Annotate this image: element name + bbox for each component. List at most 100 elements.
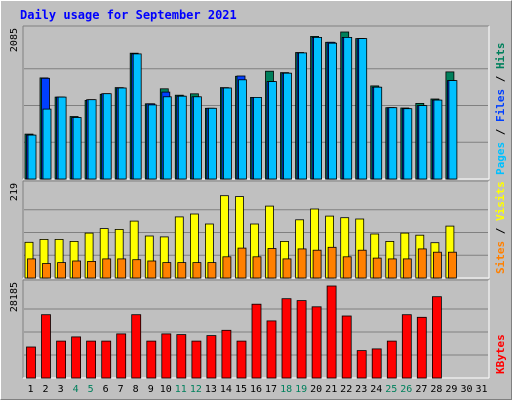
legend-entry: / [494,69,507,89]
bar-pages-day-12 [192,96,202,180]
x-tick-label-day-4: 4 [73,384,79,395]
bar-sites-day-26 [402,258,412,279]
bar-sites-day-18 [282,258,292,279]
bar-pages-day-7 [117,87,127,180]
bar-sites-day-5 [87,260,96,279]
bar-pages-day-23 [358,38,368,180]
x-tick-label-day-18: 18 [280,384,292,395]
bar-kbytes-day-10 [161,333,172,379]
bar-kbytes-day-18 [281,298,292,379]
bar-sites-day-6 [102,258,112,279]
bar-kbytes-day-15 [236,340,247,379]
bar-kbytes-day-6 [101,340,112,379]
legend-entry: KBytes [494,334,507,374]
bar-sites-day-15 [237,247,247,279]
bar-pages-day-14 [222,87,232,180]
legend-entry: Hits [494,43,507,70]
bar-kbytes-day-28 [431,296,442,379]
bar-kbytes-day-24 [371,348,382,379]
bar-kbytes-day-2 [41,314,51,379]
bar-sites-day-10 [162,262,172,279]
legend-top: Pages / Files / Hits [494,43,507,176]
x-tick-label-day-9: 9 [148,384,154,395]
bar-kbytes-day-8 [131,314,142,379]
x-tick-label-day-19: 19 [295,384,307,395]
x-tick-label-day-23: 23 [355,384,367,395]
x-tick-label-day-1: 1 [27,384,33,395]
legend-entry: / [494,221,507,241]
legend-middle: Sites / Visits [494,181,507,274]
bar-pages-day-19 [298,52,308,180]
x-tick-label-day-15: 15 [235,384,247,395]
legend-entry: / [494,122,507,142]
bar-pages-day-24 [373,86,383,180]
bar-sites-day-28 [432,251,442,279]
chart-title: Daily usage for September 2021 [20,8,237,22]
y-axis-max-label: 28185 [9,282,20,312]
x-tick-label-day-16: 16 [250,384,262,395]
bar-kbytes-day-11 [176,334,187,379]
x-tick-label-day-27: 27 [415,384,427,395]
legend-entry: Files [494,89,507,122]
bar-kbytes-day-13 [206,335,217,379]
y-axis-max-label: 219 [9,183,20,201]
bar-kbytes-day-7 [116,333,127,379]
bar-pages-day-25 [388,107,398,180]
x-tick-label-day-14: 14 [220,384,232,395]
x-tick-label-day-10: 10 [160,384,172,395]
legend-entry: Pages [494,142,507,175]
bar-pages-day-17 [268,81,277,180]
bar-kbytes-day-3 [56,340,66,379]
bar-pages-day-16 [253,97,262,180]
bar-kbytes-day-14 [221,329,232,379]
bar-kbytes-day-23 [356,350,367,379]
bar-pages-day-20 [313,37,323,180]
bar-sites-day-29 [447,251,457,279]
bar-pages-day-22 [343,37,353,180]
x-tick-label-day-3: 3 [58,384,64,395]
legend-bottom: KBytes [494,334,507,374]
bar-pages-day-1 [27,134,37,180]
bar-sites-day-14 [222,256,232,279]
x-tick-label-day-2: 2 [42,384,48,395]
bar-sites-day-8 [132,259,142,279]
bar-pages-day-4 [72,117,82,180]
x-tick-label-day-12: 12 [190,384,202,395]
bar-pages-day-21 [328,42,338,180]
bar-pages-day-3 [57,96,67,180]
bar-pages-day-13 [207,107,217,180]
x-tick-label-day-31: 31 [475,384,487,395]
x-tick-label-day-24: 24 [370,384,382,395]
bar-sites-day-3 [57,262,66,279]
bar-kbytes-day-26 [401,314,412,379]
bar-kbytes-day-25 [386,340,397,379]
legend-entry: Sites [494,241,507,274]
bar-kbytes-day-4 [71,336,81,379]
bar-pages-day-29 [448,80,458,180]
y-axis-max-label: 2085 [9,28,20,52]
bar-sites-day-20 [312,249,322,279]
bar-sites-day-23 [357,249,367,279]
bar-kbytes-day-9 [146,340,157,379]
x-tick-label-day-11: 11 [175,384,187,395]
x-tick-label-day-20: 20 [310,384,322,395]
bar-sites-day-12 [192,262,202,279]
bar-kbytes-day-5 [86,340,96,379]
bar-sites-day-25 [387,258,397,279]
bar-kbytes-day-12 [191,340,202,379]
bar-sites-day-27 [417,248,427,279]
bar-sites-day-4 [72,260,81,279]
bar-kbytes-day-1 [26,346,36,379]
bar-sites-day-1 [27,258,36,279]
bar-sites-day-7 [117,258,127,279]
bar-pages-day-28 [433,99,443,180]
bar-sites-day-13 [207,262,217,279]
bar-sites-day-9 [147,260,157,279]
x-tick-label-day-8: 8 [133,384,139,395]
bar-kbytes-day-21 [326,285,337,379]
bar-sites-day-21 [327,246,337,279]
bar-pages-day-6 [102,93,112,180]
bar-kbytes-day-17 [266,320,277,379]
bar-pages-day-18 [283,72,292,180]
